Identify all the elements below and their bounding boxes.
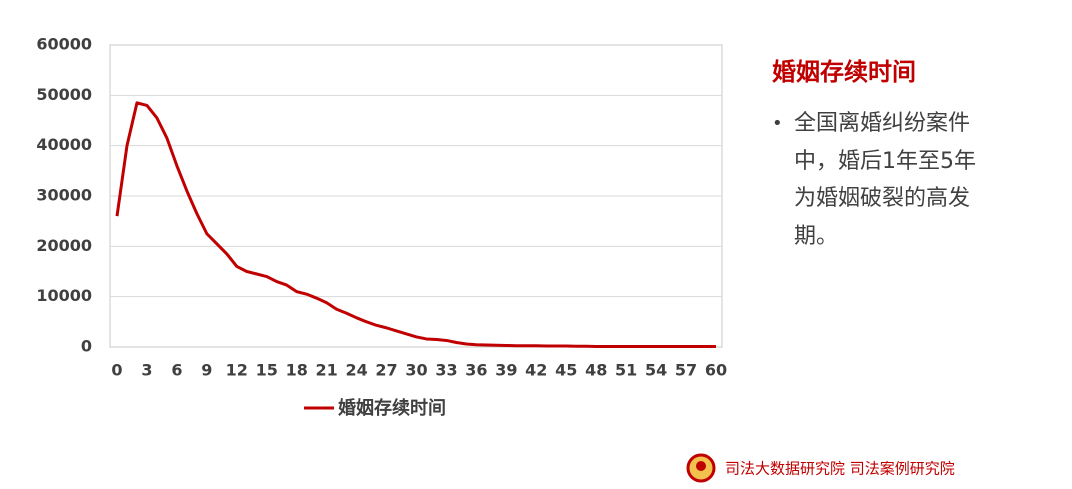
x-tick-label: 39 [495, 361, 517, 380]
legend-label: 婚姻存续时间 [338, 397, 446, 419]
bullet-line: 为婚姻破裂的高发 [794, 186, 970, 211]
x-tick-label: 18 [286, 361, 308, 380]
footer-text: 司法大数据研究院 司法案例研究院 [725, 460, 955, 478]
bullet-line: 期。 [794, 224, 838, 249]
x-tick-label: 21 [316, 361, 338, 380]
bullet-line: 中，婚后1年至5年 [794, 149, 976, 174]
x-tick-label: 12 [226, 361, 248, 380]
bullet-line: 全国离婚纠纷案件 [794, 111, 970, 136]
side-title: 婚姻存续时间 [772, 58, 916, 86]
x-tick-label: 51 [615, 361, 637, 380]
x-tick-label: 27 [375, 361, 397, 380]
y-tick-label: 60000 [36, 35, 92, 54]
x-tick-label: 33 [435, 361, 457, 380]
x-tick-label: 30 [405, 361, 427, 380]
x-tick-label: 36 [465, 361, 487, 380]
x-tick-label: 24 [345, 361, 367, 380]
y-tick-label: 30000 [36, 186, 92, 205]
series-line [115, 101, 716, 348]
y-tick-label: 10000 [36, 286, 92, 305]
y-tick-label: 50000 [36, 85, 92, 104]
x-tick-label: 9 [201, 361, 212, 380]
x-tick-label: 42 [525, 361, 547, 380]
x-tick-label: 0 [111, 361, 122, 380]
x-tick-label: 15 [256, 361, 278, 380]
x-tick-label: 3 [141, 361, 152, 380]
bullet-dot: • [772, 113, 783, 134]
x-tick-label: 57 [675, 361, 697, 380]
x-tick-label: 60 [705, 361, 727, 380]
emblem [686, 453, 716, 483]
x-tick-label: 48 [585, 361, 607, 380]
x-tick-label: 54 [645, 361, 667, 380]
y-tick-label: 0 [81, 337, 92, 356]
x-tick-label: 6 [171, 361, 182, 380]
y-tick-label: 40000 [36, 135, 92, 154]
y-tick-label: 20000 [36, 236, 92, 255]
x-tick-label: 45 [555, 361, 577, 380]
